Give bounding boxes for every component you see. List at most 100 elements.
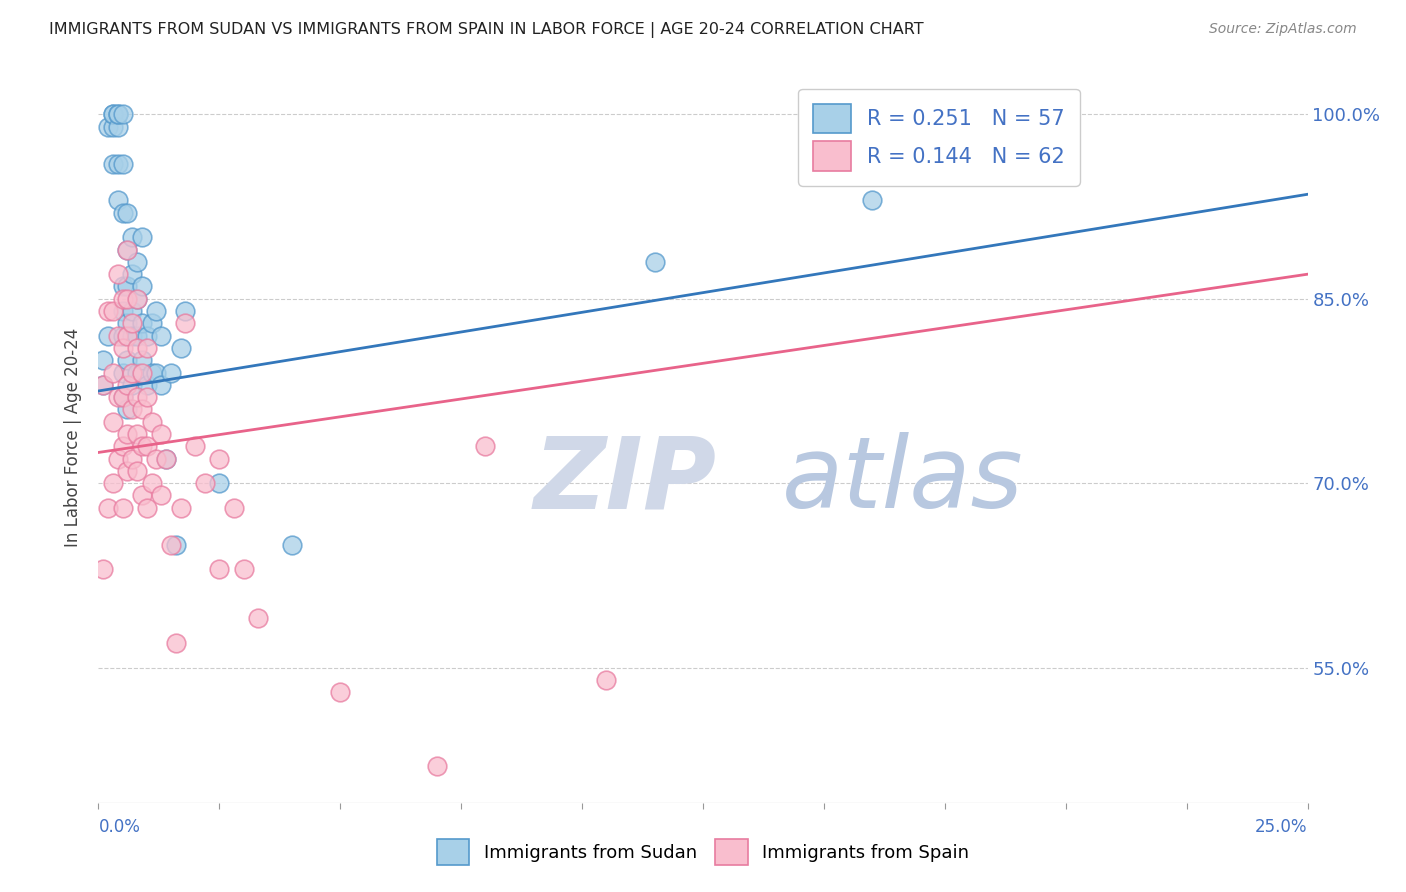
Point	[160, 366, 183, 380]
Point	[131, 366, 153, 380]
Point	[174, 317, 197, 331]
Point	[117, 279, 139, 293]
Point	[121, 230, 143, 244]
Point	[111, 156, 134, 170]
Point	[107, 390, 129, 404]
Point	[150, 427, 173, 442]
Point	[329, 685, 352, 699]
Point	[111, 366, 134, 380]
Point	[145, 366, 167, 380]
Point	[121, 402, 143, 417]
Point	[121, 304, 143, 318]
Point	[107, 451, 129, 466]
Point	[131, 353, 153, 368]
Point	[194, 476, 217, 491]
Point	[121, 377, 143, 392]
Y-axis label: In Labor Force | Age 20-24: In Labor Force | Age 20-24	[65, 327, 83, 547]
Point	[117, 292, 139, 306]
Point	[169, 341, 191, 355]
Point	[101, 415, 124, 429]
Point	[117, 464, 139, 478]
Point	[107, 328, 129, 343]
Point	[131, 488, 153, 502]
Point	[111, 279, 134, 293]
Point	[247, 611, 270, 625]
Point	[232, 562, 254, 576]
Point	[117, 205, 139, 219]
Point	[127, 427, 149, 442]
Point	[107, 156, 129, 170]
Point	[150, 377, 173, 392]
Point	[91, 377, 114, 392]
Point	[111, 390, 134, 404]
Point	[135, 500, 157, 515]
Point	[165, 538, 187, 552]
Point	[91, 353, 114, 368]
Text: Source: ZipAtlas.com: Source: ZipAtlas.com	[1209, 22, 1357, 37]
Point	[117, 377, 139, 392]
Point	[155, 451, 177, 466]
Point	[222, 500, 245, 515]
Point	[97, 120, 120, 134]
Point	[150, 328, 173, 343]
Point	[131, 439, 153, 453]
Point	[644, 255, 666, 269]
Point	[101, 156, 124, 170]
Point	[1031, 120, 1053, 134]
Point	[117, 317, 139, 331]
Point	[101, 107, 124, 121]
Point	[474, 439, 496, 453]
Point	[121, 317, 143, 331]
Point	[135, 390, 157, 404]
Point	[145, 451, 167, 466]
Point	[174, 304, 197, 318]
Text: 0.0%: 0.0%	[98, 818, 141, 836]
Point	[160, 538, 183, 552]
Point	[208, 476, 231, 491]
Point	[131, 317, 153, 331]
Point	[127, 341, 149, 355]
Point	[111, 292, 134, 306]
Point	[111, 439, 134, 453]
Point	[131, 279, 153, 293]
Point	[117, 402, 139, 417]
Point	[208, 451, 231, 466]
Point	[141, 415, 163, 429]
Point	[281, 538, 304, 552]
Point	[165, 636, 187, 650]
Point	[111, 390, 134, 404]
Point	[97, 328, 120, 343]
Point	[111, 205, 134, 219]
Point	[101, 107, 124, 121]
Point	[121, 328, 143, 343]
Point	[117, 353, 139, 368]
Point	[111, 341, 134, 355]
Point	[117, 243, 139, 257]
Point	[595, 673, 617, 687]
Point	[131, 230, 153, 244]
Point	[127, 292, 149, 306]
Point	[91, 377, 114, 392]
Point	[127, 292, 149, 306]
Point	[101, 304, 124, 318]
Point	[155, 451, 177, 466]
Point	[117, 427, 139, 442]
Point	[121, 451, 143, 466]
Point	[117, 243, 139, 257]
Point	[97, 500, 120, 515]
Point	[860, 194, 883, 208]
Point	[145, 304, 167, 318]
Point	[127, 390, 149, 404]
Text: atlas: atlas	[782, 433, 1024, 530]
Point	[135, 341, 157, 355]
Point	[150, 488, 173, 502]
Point	[208, 562, 231, 576]
Point	[107, 267, 129, 281]
Point	[91, 562, 114, 576]
Point	[111, 107, 134, 121]
Point	[184, 439, 207, 453]
Point	[107, 120, 129, 134]
Point	[135, 439, 157, 453]
Legend: R = 0.251   N = 57, R = 0.144   N = 62: R = 0.251 N = 57, R = 0.144 N = 62	[799, 89, 1080, 186]
Point	[141, 366, 163, 380]
